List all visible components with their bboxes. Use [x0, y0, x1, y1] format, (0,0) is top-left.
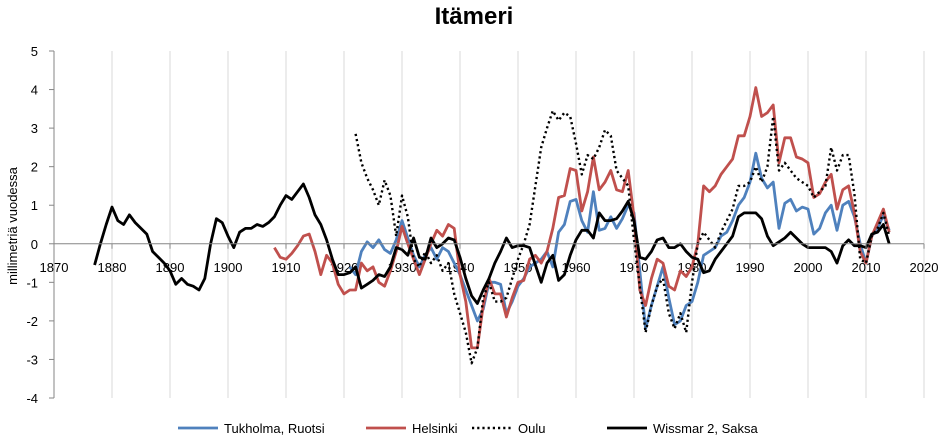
y-tick-label: -1: [26, 275, 38, 290]
y-tick-label: 4: [31, 83, 38, 98]
y-tick-label: -3: [26, 352, 38, 367]
legend-label-4: Wissmar 2, Saksa: [653, 421, 759, 436]
series-line-3: [354, 109, 891, 365]
legend-label-1: Tukholma, Ruotsi: [224, 421, 325, 436]
y-tick-label: 2: [31, 160, 38, 175]
x-tick-label: 2000: [794, 260, 823, 275]
gridlines: [111, 51, 925, 398]
series-lines: [93, 86, 891, 365]
y-axis-label: millimetriä vuodessa: [5, 166, 20, 285]
y-tick-label: 3: [31, 121, 38, 136]
legend: Tukholma, Ruotsi Helsinki Oulu Wissmar 2, S…: [178, 421, 759, 436]
chart-title: Itämeri: [435, 3, 514, 30]
y-tick-label: 5: [31, 44, 38, 59]
y-tick-label: -4: [26, 391, 38, 406]
x-tick-label: 2010: [852, 260, 881, 275]
series-line-4: [93, 182, 891, 305]
series-line-1: [348, 151, 891, 331]
x-tick-label: 1930: [388, 260, 417, 275]
legend-label-3: Oulu: [518, 421, 545, 436]
y-tick-label: 0: [31, 237, 38, 252]
y-tick-labels: -4 -3 -2 -1 0 1 2 3 4 5: [26, 44, 38, 406]
y-tick-label: -2: [26, 314, 38, 329]
x-tick-label: 1900: [214, 260, 243, 275]
y-tick-label: 1: [31, 198, 38, 213]
x-tick-label: 2020: [910, 260, 939, 275]
x-tick-labels: 1870 1880 1890 1900 1910 1920 1930 1940 1950 1960…: [40, 260, 939, 275]
x-tick-label: 1990: [736, 260, 765, 275]
x-tick-label: 1910: [272, 260, 301, 275]
legend-label-2: Helsinki: [412, 421, 458, 436]
axes: [49, 50, 925, 399]
x-tick-label: 1970: [620, 260, 649, 275]
x-tick-label: 1880: [98, 260, 127, 275]
